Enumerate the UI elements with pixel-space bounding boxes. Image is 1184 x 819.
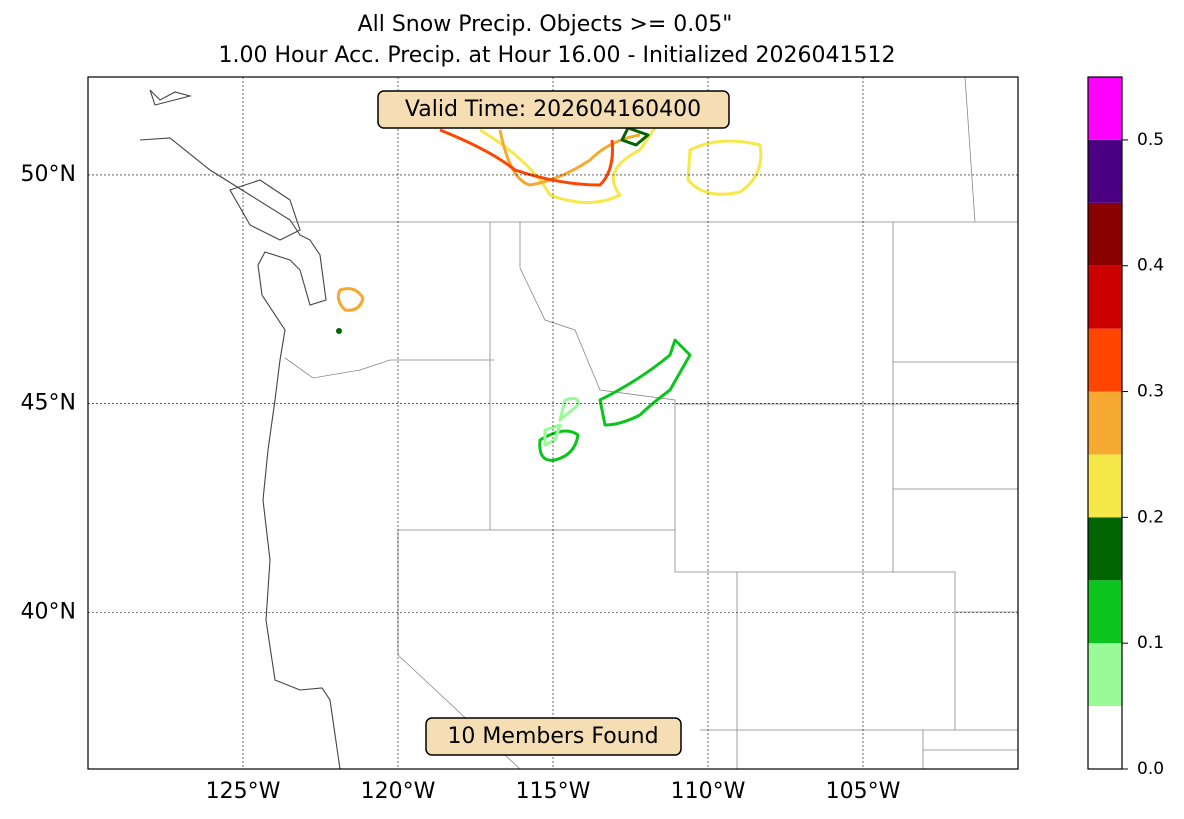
colorbar-segment (1088, 454, 1122, 518)
colorbar-segment (1088, 706, 1122, 769)
valid-time-box: Valid Time: 202604160400 (377, 90, 730, 129)
colorbar-segment (1088, 265, 1122, 329)
coastline (139, 89, 341, 769)
map (139, 77, 1018, 769)
y-tick-label: 50°N (21, 162, 76, 187)
y-tick-label: 45°N (21, 390, 76, 415)
x-tick-label: 120°W (361, 779, 436, 804)
title: All Snow Precip. Objects >= 0.05" (358, 12, 733, 37)
x-tick-label: 115°W (516, 779, 591, 804)
colorbar-tick-label: 0.5 (1137, 130, 1164, 150)
colorbar-frame (1087, 76, 1123, 770)
colorbar: 0.0 0.1 0.2 0.3 0.4 0.5 (1087, 76, 1164, 779)
annotation: Valid Time: 202604160400 (405, 97, 701, 122)
x-tick-label: 110°W (671, 779, 746, 804)
colorbar-tick-label: 0.1 (1137, 633, 1164, 653)
colorbar-segment (1088, 77, 1122, 140)
map-frame (87, 76, 1019, 770)
graticule: 125°W 120°W 115°W 110°W 105°W 40°N 45°N 50°N (21, 77, 1018, 804)
annotation-box (377, 90, 730, 129)
colorbar-tick-label: 0.4 (1137, 256, 1164, 276)
colorbar-segment (1088, 517, 1122, 581)
colorbar-segment (1088, 202, 1122, 266)
colorbar-tick-label: 0.3 (1137, 382, 1164, 402)
subtitle: 1.00 Hour Acc. Precip. at Hour 16.00 - I… (219, 43, 896, 68)
annotation-box (425, 717, 682, 756)
x-tick-label: 125°W (206, 779, 281, 804)
colorbar-tick-label: 0.2 (1137, 507, 1164, 527)
x-tick-label: 105°W (826, 779, 901, 804)
annotation: 10 Members Found (447, 724, 658, 749)
colorbar-tick-label: 0.0 (1137, 759, 1164, 779)
colorbar-segment (1088, 139, 1122, 203)
y-tick-label: 40°N (21, 599, 76, 624)
colorbar-segment (1088, 328, 1122, 392)
colorbar-segment (1088, 580, 1122, 644)
contours (336, 119, 763, 462)
colorbar-segment (1088, 643, 1122, 707)
colorbar-segment (1088, 391, 1122, 455)
borders (284, 77, 1018, 769)
members-box: 10 Members Found (425, 717, 682, 756)
